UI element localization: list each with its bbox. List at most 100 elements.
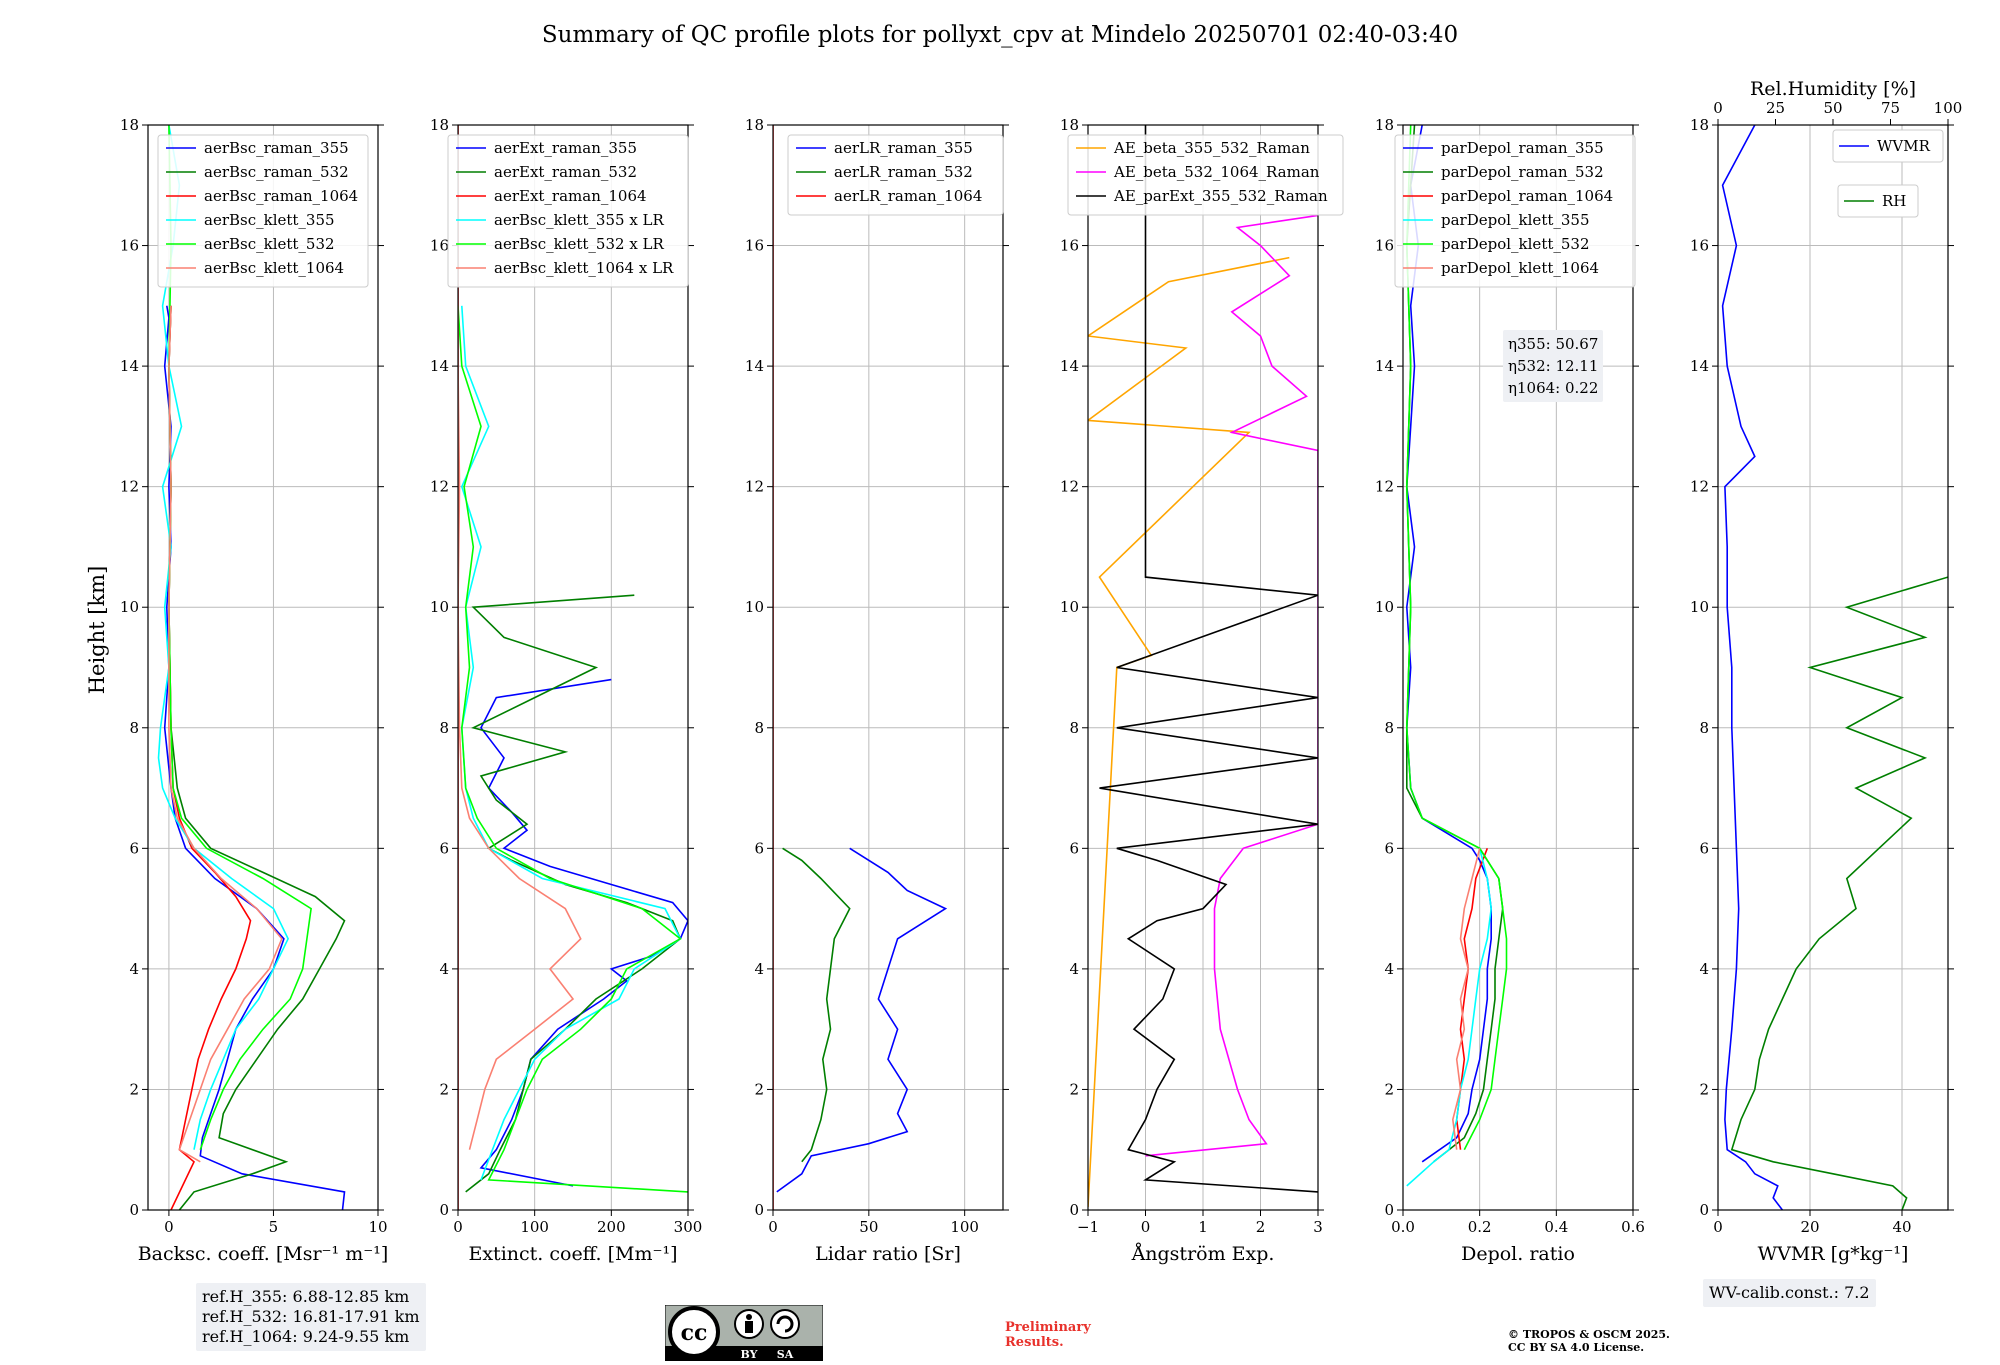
- legend-label: parDepol_klett_355: [1441, 211, 1590, 229]
- x-tick-label: 50: [859, 1218, 878, 1236]
- legend-label: parDepol_raman_355: [1441, 139, 1604, 157]
- eta-value: η355: 50.67: [1508, 335, 1598, 353]
- y-tick-label: 8: [1384, 719, 1394, 737]
- y-tick-label: 18: [745, 116, 764, 134]
- preliminary-line-1: Preliminary: [1005, 1320, 1091, 1335]
- x-tick-label: 3: [1313, 1218, 1323, 1236]
- series-aerBsc_klett_1064: [169, 306, 282, 1162]
- copyright-line-1: © TROPOS & OSCM 2025.: [1508, 1328, 1670, 1341]
- y-tick-label: 6: [1384, 839, 1394, 857]
- y-tick-label: 8: [1699, 719, 1709, 737]
- x-tick-label: 20: [1800, 1218, 1819, 1236]
- series-WVMR: [1723, 125, 1783, 1210]
- series-group: [1723, 125, 1948, 1210]
- by-body: [745, 1321, 753, 1333]
- plot-frame: [773, 125, 1003, 1210]
- y-tick-label: 14: [1690, 357, 1709, 375]
- series-group: [773, 125, 946, 1210]
- y-tick-label: 0: [1069, 1201, 1079, 1219]
- legend-label: aerBsc_raman_532: [204, 163, 349, 181]
- y-tick-label: 14: [430, 357, 449, 375]
- y-tick-label: 2: [129, 1080, 139, 1098]
- legend-label: aerLR_raman_1064: [834, 187, 982, 205]
- series-aerBsc_raman_355: [165, 306, 345, 1210]
- legend-label: aerBsc_klett_532: [204, 235, 335, 253]
- y-tick-label: 14: [120, 357, 139, 375]
- x-tick-label: 0.4: [1544, 1218, 1568, 1236]
- series-AE_beta_355_532_Raman: [1088, 258, 1289, 1207]
- y-tick-label: 0: [129, 1201, 139, 1219]
- chart-panels: 0246810121416180 5 10Backsc. coeff. [Msr⁻¹…: [120, 78, 1962, 1265]
- legend-label: aerBsc_klett_355 x LR: [494, 211, 665, 229]
- y-tick-label: 6: [1069, 839, 1079, 857]
- y-tick-label: 4: [1384, 960, 1394, 978]
- y-tick-label: 12: [1690, 478, 1709, 496]
- ref-height-box: ref.H_355: 6.88-12.85 km ref.H_532: 16.8…: [196, 1283, 426, 1351]
- x-tick-label: 0: [453, 1218, 463, 1236]
- cc-badge-graphic: cc BY SA: [665, 1305, 823, 1361]
- series-parDepol_klett_355: [1407, 848, 1491, 1186]
- wv-calib-box: WV-calib.const.: 7.2: [1703, 1279, 1876, 1307]
- preliminary-line-2: Results.: [1005, 1335, 1091, 1350]
- y-tick-label: 8: [754, 719, 764, 737]
- y-tick-label: 14: [1060, 357, 1079, 375]
- y-tick-label: 8: [439, 719, 449, 737]
- y-tick-label: 4: [439, 960, 449, 978]
- panel-depol: 0246810121416180.0 0.2 0.4 0.6Depol. ratiop…: [1375, 116, 1645, 1265]
- y-tick-label: 0: [439, 1201, 449, 1219]
- legend-label: AE_beta_532_1064_Raman: [1113, 163, 1320, 181]
- y-tick-label: 12: [120, 478, 139, 496]
- x-axis-label: Backsc. coeff. [Msr⁻¹ m⁻¹]: [138, 1243, 389, 1265]
- y-tick-label: 2: [1069, 1080, 1079, 1098]
- legend-label: WVMR: [1877, 137, 1931, 155]
- y-tick-label: 2: [1384, 1080, 1394, 1098]
- y-tick-label: 8: [129, 719, 139, 737]
- y-tick-label: 2: [1699, 1080, 1709, 1098]
- y-tick-label: 14: [745, 357, 764, 375]
- by-head: [746, 1314, 752, 1320]
- panel-backscatter: 0246810121416180 5 10Backsc. coeff. [Msr⁻¹…: [120, 116, 388, 1265]
- legend-label: aerBsc_klett_532 x LR: [494, 235, 665, 253]
- legend-label: aerBsc_klett_1064: [204, 259, 344, 277]
- series-aerLR_raman_355: [777, 848, 946, 1192]
- y-tick-label: 14: [1375, 357, 1394, 375]
- ref-height-1064: ref.H_1064: 9.24-9.55 km: [202, 1327, 420, 1347]
- y-tick-label: 10: [1690, 598, 1709, 616]
- x-tick-label: 10: [368, 1218, 387, 1236]
- series-aerBsc_klett_532 x LR: [458, 306, 688, 1192]
- series-group: [458, 125, 688, 1210]
- top-x-tick-label: 100: [1934, 99, 1963, 117]
- legend-label: aerExt_raman_1064: [494, 187, 647, 205]
- y-tick-label: 0: [1384, 1201, 1394, 1219]
- y-tick-label: 16: [120, 237, 139, 255]
- preliminary-notice: Preliminary Results.: [1005, 1320, 1091, 1350]
- y-tick-label: 10: [1060, 598, 1079, 616]
- x-tick-label: 100: [520, 1218, 549, 1236]
- y-tick-label: 6: [1699, 839, 1709, 857]
- cc-by-sa-icon: cc BY SA: [665, 1305, 823, 1361]
- plot-frame: [1403, 125, 1633, 1210]
- y-tick-label: 4: [1699, 960, 1709, 978]
- y-axis-label-group: Height [km]: [85, 566, 109, 695]
- y-tick-label: 12: [430, 478, 449, 496]
- series-aerExt_raman_355: [481, 680, 688, 1186]
- x-tick-label: 0: [1713, 1218, 1723, 1236]
- y-tick-label: 16: [1060, 237, 1079, 255]
- x-axis-label: Extinct. coeff. [Mm⁻¹]: [468, 1243, 677, 1265]
- x-tick-label: 0: [768, 1218, 778, 1236]
- x-tick-label: 0.0: [1391, 1218, 1415, 1236]
- x-tick-label: 2: [1256, 1218, 1266, 1236]
- legend-label: aerBsc_klett_1064 x LR: [494, 259, 674, 277]
- y-tick-label: 18: [120, 116, 139, 134]
- x-axis-label: Ångström Exp.: [1131, 1243, 1275, 1265]
- y-tick-label: 4: [129, 960, 139, 978]
- y-tick-label: 16: [1690, 237, 1709, 255]
- legend-label: parDepol_raman_1064: [1441, 187, 1613, 205]
- x-tick-label: 40: [1892, 1218, 1911, 1236]
- y-tick-label: 8: [1069, 719, 1079, 737]
- legend-label: aerExt_raman_355: [494, 139, 637, 157]
- legend-label: AE_beta_355_532_Raman: [1113, 139, 1310, 157]
- y-tick-label: 0: [1699, 1201, 1709, 1219]
- x-tick-label: −1: [1077, 1218, 1099, 1236]
